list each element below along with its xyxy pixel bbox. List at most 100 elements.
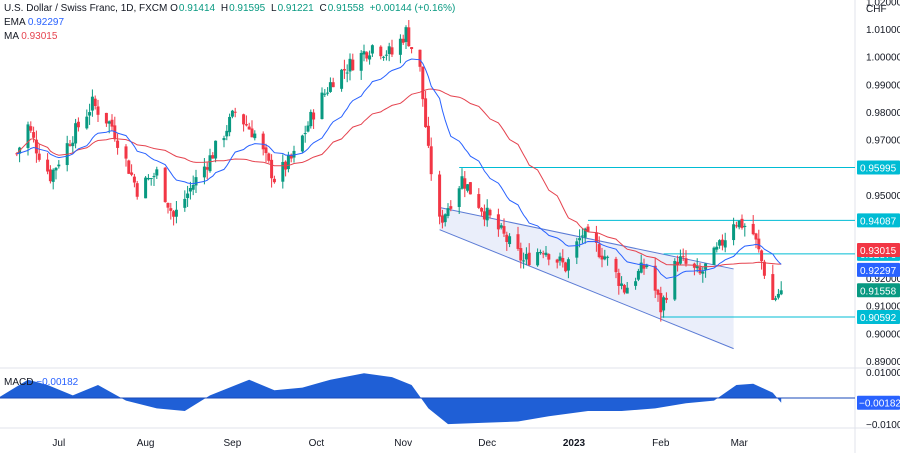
- candle-body: [169, 208, 173, 211]
- candle-body: [516, 234, 520, 249]
- candle-body: [29, 126, 33, 131]
- candle-body: [144, 177, 148, 199]
- candle-body: [132, 176, 136, 183]
- candle-body: [261, 133, 265, 150]
- candle-body: [496, 214, 500, 230]
- candle-body: [152, 176, 156, 178]
- candle-body: [639, 262, 643, 273]
- candle-body: [348, 58, 352, 72]
- candle-body: [698, 267, 702, 274]
- time-axis[interactable]: Jul Aug Sep Oct Nov Dec 2023 Feb Mar: [52, 438, 748, 449]
- candle-body: [351, 59, 355, 71]
- price-badges: 0.959950.940870.928760.905920.930150.922…: [857, 160, 900, 325]
- ohlc-key-h: H: [218, 3, 229, 14]
- candle-body: [732, 224, 736, 241]
- candle-body: [684, 258, 688, 264]
- support-resistance-levels[interactable]: [459, 167, 855, 318]
- candle-body: [466, 184, 470, 191]
- candle-body: [26, 124, 30, 148]
- time-tick-label: Sep: [224, 438, 242, 449]
- candle-body: [57, 164, 61, 167]
- ema-row[interactable]: EMA 0.92297: [4, 16, 455, 30]
- candle-body: [502, 226, 506, 234]
- macd-tick-label: 0.01000: [866, 368, 900, 379]
- candle-body: [723, 240, 727, 248]
- candle-body: [146, 177, 150, 180]
- time-tick-label: 2023: [563, 438, 586, 449]
- candle-body: [622, 285, 626, 293]
- macd-legend[interactable]: MACD −0.00182: [4, 377, 78, 388]
- ohlc-value-o: 0.91414: [178, 3, 216, 14]
- candle-body: [124, 146, 128, 159]
- price-tick-label: 1.01000: [866, 25, 900, 36]
- candle-body: [384, 54, 388, 56]
- macd-axis[interactable]: 0.01000 −0.01000 −0.00182: [857, 368, 900, 431]
- price-badge: [857, 213, 900, 228]
- candle-body: [740, 218, 744, 228]
- candle-body: [281, 162, 285, 182]
- candle-body: [309, 111, 313, 127]
- candle-body: [586, 226, 590, 232]
- candle-body: [46, 159, 50, 172]
- candle-body: [617, 272, 621, 286]
- candle-body: [48, 169, 52, 182]
- price-badge: [857, 160, 900, 175]
- ma-row[interactable]: MA 0.93015: [4, 30, 455, 44]
- price-badge: [857, 242, 900, 257]
- ohlc-key-c: C: [316, 3, 327, 14]
- candle-body: [600, 255, 604, 260]
- candle-body: [300, 135, 304, 152]
- candle-body: [734, 225, 738, 227]
- candle-body: [359, 52, 363, 71]
- candle-body: [183, 198, 187, 208]
- candle-body: [460, 176, 464, 189]
- candle-body: [130, 172, 134, 175]
- candle-body: [286, 154, 290, 170]
- price-badge-label: 0.91558: [860, 286, 897, 297]
- time-tick-label: Feb: [652, 438, 670, 449]
- candle-body: [443, 214, 447, 223]
- candle-body: [244, 124, 248, 126]
- candle-body: [757, 238, 761, 250]
- candle-body: [37, 153, 41, 160]
- candle-body: [463, 178, 467, 189]
- candle-body: [331, 82, 335, 88]
- price-tick-label: 1.02000: [866, 0, 900, 8]
- candle-body: [68, 144, 72, 146]
- candle-body: [418, 49, 422, 67]
- price-badge: [857, 310, 900, 325]
- time-tick-label: Aug: [137, 438, 155, 449]
- candle-body: [267, 153, 271, 161]
- candle-body: [480, 208, 484, 212]
- candle-body: [561, 257, 565, 263]
- candle-body: [594, 232, 598, 243]
- candle-body: [342, 69, 346, 71]
- candle-body: [779, 290, 783, 295]
- candle-body: [71, 142, 75, 147]
- candle-body: [135, 183, 139, 197]
- candle-body: [398, 38, 402, 55]
- candle-body: [247, 126, 251, 130]
- candle-body: [345, 72, 349, 74]
- candle-body: [642, 264, 646, 269]
- macd-value: −0.00182: [36, 377, 79, 388]
- candle-body: [656, 289, 660, 295]
- price-tick-label: 0.89000: [866, 357, 900, 368]
- candle-body: [762, 261, 766, 276]
- candle-body: [306, 125, 310, 132]
- candle-body: [743, 225, 747, 227]
- candle-body: [580, 235, 584, 237]
- candle-body: [718, 240, 722, 246]
- ohlc-value-c: 0.91558: [327, 3, 364, 14]
- candle-body: [421, 66, 425, 100]
- ema-value: 0.92297: [27, 17, 65, 28]
- candle-body: [673, 260, 677, 300]
- candle-body: [382, 56, 386, 58]
- candlesticks: [15, 20, 783, 322]
- chart-legend: U.S. Dollar / Swiss Franc, 1D, FXCM O0.9…: [4, 2, 455, 44]
- candle-body: [230, 110, 234, 117]
- candle-body: [320, 92, 324, 120]
